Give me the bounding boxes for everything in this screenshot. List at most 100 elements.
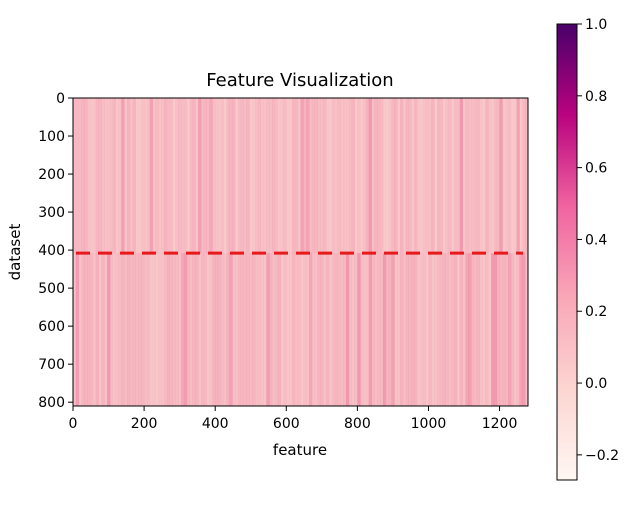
heatmap-column-upper [448, 98, 452, 254]
heatmap-column-lower [291, 253, 296, 406]
heatmap-column-upper [505, 98, 509, 254]
heatmap-column-lower [289, 253, 293, 406]
heatmap-column-upper [476, 98, 480, 254]
heatmap-column-lower [385, 253, 389, 406]
heatmap-column-upper [141, 98, 145, 254]
heatmap-column-lower [118, 253, 122, 406]
y-tick-label: 400 [38, 243, 65, 259]
heatmap-column-upper [195, 98, 199, 254]
heatmap-column-lower [115, 253, 119, 406]
heatmap-column-upper [368, 98, 372, 254]
heatmap-column-lower [121, 253, 125, 406]
heatmap-column-upper [317, 98, 321, 254]
heatmap-column-lower [146, 253, 151, 406]
heatmap-column-lower [360, 253, 364, 406]
colorbar-tick-label: 0.2 [585, 304, 607, 320]
heatmap-column-upper [87, 98, 91, 254]
colorbar [556, 23, 578, 481]
heatmap-column-lower [104, 253, 108, 406]
heatmap-column-lower [317, 253, 321, 406]
heatmap-column-upper [314, 98, 318, 254]
heatmap-column-upper [206, 98, 210, 254]
heatmap-column-lower [189, 253, 193, 406]
heatmap-column-lower [445, 253, 449, 406]
heatmap-column-lower [411, 253, 415, 406]
heatmap-column-lower [499, 253, 503, 406]
x-axis-label: feature [273, 441, 327, 459]
heatmap-column-upper [200, 98, 205, 254]
heatmap-column-lower [465, 253, 469, 406]
heatmap-column-lower [129, 253, 134, 406]
heatmap-column-lower [215, 253, 219, 406]
heatmap-column-upper [121, 98, 125, 254]
heatmap-column-upper [473, 98, 478, 254]
heatmap-column-upper [237, 98, 242, 254]
heatmap-column-lower [340, 253, 344, 406]
heatmap-column-lower [226, 253, 230, 406]
heatmap-column-lower [508, 253, 512, 406]
heatmap-column-lower [138, 253, 142, 406]
heatmap-column-lower [158, 253, 162, 406]
heatmap-column-lower [178, 253, 182, 406]
heatmap-column-lower [431, 253, 435, 406]
heatmap-column-lower [243, 253, 247, 406]
heatmap-column-upper [229, 98, 233, 254]
heatmap-column-lower [402, 253, 407, 406]
heatmap-column-lower [175, 253, 179, 406]
heatmap-column-lower [101, 253, 105, 406]
heatmap-column-upper [303, 98, 307, 254]
colorbar-tick-label: 0.8 [585, 89, 607, 105]
heatmap-column-lower [451, 253, 455, 406]
heatmap-column-lower [519, 253, 523, 406]
heatmap-column-lower [502, 253, 506, 406]
heatmap-column-lower [127, 253, 131, 406]
heatmap-column-lower [377, 253, 381, 406]
heatmap-column-lower [294, 253, 298, 406]
heatmap-column-upper [510, 98, 515, 254]
heatmap-column-lower [297, 253, 301, 406]
heatmap-column-upper [81, 98, 85, 254]
heatmap-column-upper [397, 98, 401, 254]
heatmap-column-upper [499, 98, 503, 254]
heatmap-column-upper [294, 98, 298, 254]
plot-frame [72, 97, 529, 407]
heatmap-column-lower [391, 253, 395, 406]
heatmap-column-lower [206, 253, 210, 406]
heatmap-column-lower [78, 253, 82, 406]
heatmap-column-lower [164, 253, 168, 406]
heatmap-column-lower [516, 253, 520, 406]
heatmap-column-upper [471, 98, 475, 254]
heatmap-column-lower [235, 253, 239, 406]
y-axis-label: dataset [6, 224, 24, 281]
heatmap-column-upper [266, 98, 270, 254]
heatmap-column-upper [90, 98, 94, 254]
heatmap-column-lower [434, 253, 438, 406]
heatmap-column-lower [195, 253, 199, 406]
heatmap-column-lower [277, 253, 281, 406]
y-tick-label: 500 [38, 281, 65, 297]
heatmap-column-upper [255, 98, 259, 254]
heatmap-column-upper [363, 98, 367, 254]
heatmap-column-lower [437, 253, 441, 406]
colorbar-tick-label: 0.0 [585, 376, 607, 392]
heatmap-column-lower [488, 253, 492, 406]
heatmap-column-upper [155, 98, 159, 254]
heatmap-column-upper [189, 98, 193, 254]
heatmap-column-lower [323, 253, 327, 406]
y-tick-label: 800 [38, 395, 65, 411]
heatmap-column-upper [408, 98, 412, 254]
heatmap-column-upper [519, 98, 523, 254]
heatmap-column-lower [149, 253, 153, 406]
heatmap-column-upper [442, 98, 446, 254]
heatmap-column-upper [291, 98, 296, 254]
colorbar-tick-label: 0.4 [585, 232, 607, 248]
heatmap-column-upper [152, 98, 156, 254]
heatmap-column-lower [280, 253, 284, 406]
heatmap-column-lower [428, 253, 432, 406]
heatmap-column-lower [491, 253, 495, 406]
heatmap-column-upper [286, 98, 290, 254]
heatmap-column-lower [272, 253, 276, 406]
heatmap-column-lower [454, 253, 458, 406]
heatmap-column-lower [462, 253, 466, 406]
